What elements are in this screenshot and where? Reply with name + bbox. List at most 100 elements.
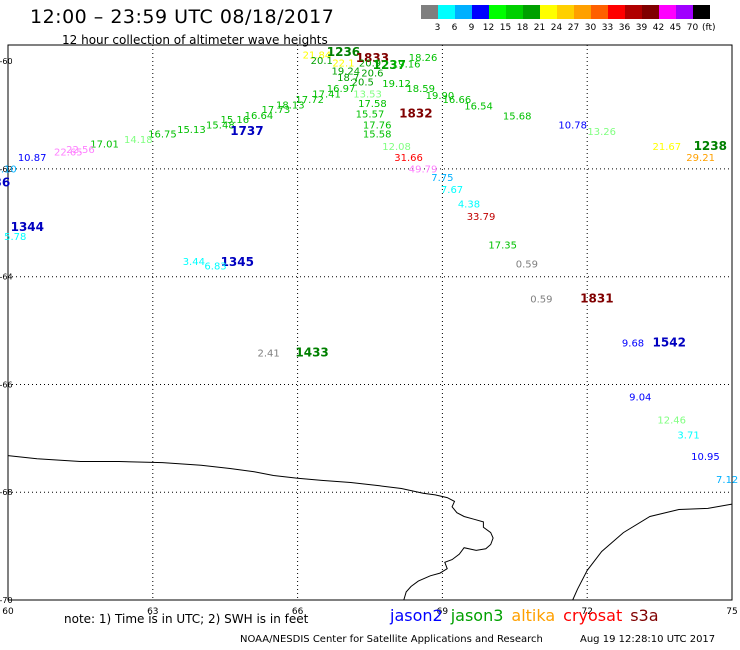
- legend-label: 27: [567, 23, 580, 33]
- wave-height-value: 22.1: [332, 59, 354, 70]
- y-tick-label: -70: [0, 596, 13, 605]
- legend-label: 33: [601, 23, 614, 33]
- pass-time-label: 1737: [230, 124, 263, 138]
- legend-swatch: [676, 5, 693, 19]
- pass-time-label: 1238: [694, 139, 727, 153]
- wave-height-value: 9.68: [622, 339, 644, 350]
- pass-time-label: 1831: [580, 292, 613, 306]
- legend-unit: (ft): [702, 23, 716, 33]
- legend-swatch: [421, 5, 438, 19]
- satellite-jason3: jason3: [450, 606, 504, 625]
- x-tick-label: 75: [726, 607, 737, 617]
- x-tick-label: 66: [292, 607, 304, 617]
- wave-height-value: 13.26: [587, 127, 616, 138]
- legend-swatch: [540, 5, 557, 19]
- legend-label: 70: [686, 23, 699, 33]
- legend-label: 21: [533, 23, 546, 33]
- pass-time-label: 1236: [327, 45, 360, 59]
- legend-swatch: [574, 5, 591, 19]
- wave-height-value: 9.04: [629, 393, 651, 404]
- wave-height-value: 7.75: [431, 173, 453, 184]
- wave-height-value: 22.65: [54, 147, 83, 158]
- wave-height-value: 18.26: [409, 53, 438, 64]
- legend-swatches: [421, 5, 716, 19]
- color-legend: 3 6 9 12 15 18 21 24 27 30 33 36 39 42 45 70 (ft): [421, 5, 716, 33]
- satellite-jason2: jason2: [390, 606, 443, 625]
- legend-label: 18: [516, 23, 529, 33]
- wave-height-value: 19.24: [332, 67, 361, 78]
- wave-height-value: 10.78: [558, 121, 587, 132]
- legend-swatch: [659, 5, 676, 19]
- wave-height-value: 49.79: [409, 165, 438, 176]
- legend-swatch: [591, 5, 608, 19]
- satellite-altika: altika: [511, 606, 556, 625]
- wave-height-value: 17.73: [262, 105, 291, 116]
- wave-height-value: 0.59: [530, 295, 552, 306]
- wave-height-value: 17.01: [90, 139, 119, 150]
- legend-swatch: [557, 5, 574, 19]
- wave-height-value: 3.71: [677, 430, 699, 441]
- legend-swatch: [506, 5, 523, 19]
- wave-height-value: 21.84: [303, 50, 332, 61]
- wave-height-value: 18.13: [276, 101, 305, 112]
- satellite-legend: jason2 jason3 altika cryosat s3a: [390, 606, 667, 625]
- legend-swatch: [693, 5, 710, 19]
- pass-time-label: 1542: [653, 336, 686, 350]
- wave-height-value: 15.13: [177, 125, 206, 136]
- wave-height-value: 20.6: [361, 68, 383, 79]
- x-tick-label: 63: [147, 607, 158, 617]
- wave-height-value: 15.68: [503, 111, 532, 122]
- legend-label: 45: [669, 23, 682, 33]
- legend-label: 12: [482, 23, 495, 33]
- wave-height-value: 21.67: [653, 142, 682, 153]
- wave-height-value: 2.41: [258, 348, 280, 359]
- legend-label: 36: [618, 23, 631, 33]
- pass-time-label: 1345: [221, 255, 254, 269]
- wave-height-value: 17.35: [488, 241, 517, 252]
- wave-height-value: 18.7: [337, 73, 359, 84]
- legend-swatch: [455, 5, 472, 19]
- pass-time-label: 1237: [373, 58, 406, 72]
- wave-height-value: 16.64: [245, 111, 274, 122]
- coastline: [7, 455, 494, 601]
- legend-swatch: [489, 5, 506, 19]
- y-tick-label: -60: [0, 57, 13, 66]
- wave-height-value: 12.46: [657, 415, 686, 426]
- wave-height-value: 17.72: [295, 95, 324, 106]
- satellite-cryosat: cryosat: [563, 606, 623, 625]
- wave-height-value: 15.48: [206, 121, 235, 132]
- wave-height-value: 33.79: [467, 212, 496, 223]
- wave-height-value: 16.97: [327, 84, 356, 95]
- wave-height-value: 7.67: [441, 185, 463, 196]
- wave-height-value: 6.83: [204, 262, 226, 273]
- wave-height-value: 29.21: [686, 153, 715, 164]
- legend-label: 39: [635, 23, 648, 33]
- y-tick-label: -66: [0, 380, 13, 389]
- legend-label: 9: [468, 23, 475, 33]
- wave-height-value: 19.12: [382, 79, 411, 90]
- legend-swatch: [523, 5, 540, 19]
- wave-height-value: 19.16: [392, 60, 421, 71]
- wave-height-value: 4.38: [458, 200, 480, 211]
- legend-label: 30: [584, 23, 597, 33]
- wave-height-value: 13.53: [353, 89, 382, 100]
- wave-height-value: 17.76: [363, 121, 392, 132]
- y-tick-label: -68: [0, 488, 13, 497]
- legend-swatch: [438, 5, 455, 19]
- wave-height-value: 15.58: [363, 130, 392, 141]
- satellite-s3a: s3a: [630, 606, 659, 625]
- legend-labels: 3 6 9 12 15 18 21 24 27 30 33 36 39 42 45 70 (ft): [421, 23, 716, 33]
- wave-height-value: 16.75: [148, 130, 177, 141]
- coastline-east: [572, 503, 733, 601]
- wave-height-value: 16.66: [443, 95, 472, 106]
- map-title: 12:00 – 23:59 UTC 08/18/2017: [30, 6, 335, 28]
- wave-height-value: 15.57: [356, 110, 385, 121]
- x-tick-label: 72: [581, 607, 592, 617]
- wave-height-value: 0.59: [516, 260, 538, 271]
- legend-label: 15: [499, 23, 512, 33]
- wave-height-value: 17.58: [358, 99, 387, 110]
- wave-height-value: 20.9: [359, 59, 381, 70]
- legend-swatch: [625, 5, 642, 19]
- timestamp-text: Aug 19 12:28:10 UTC 2017: [580, 634, 716, 645]
